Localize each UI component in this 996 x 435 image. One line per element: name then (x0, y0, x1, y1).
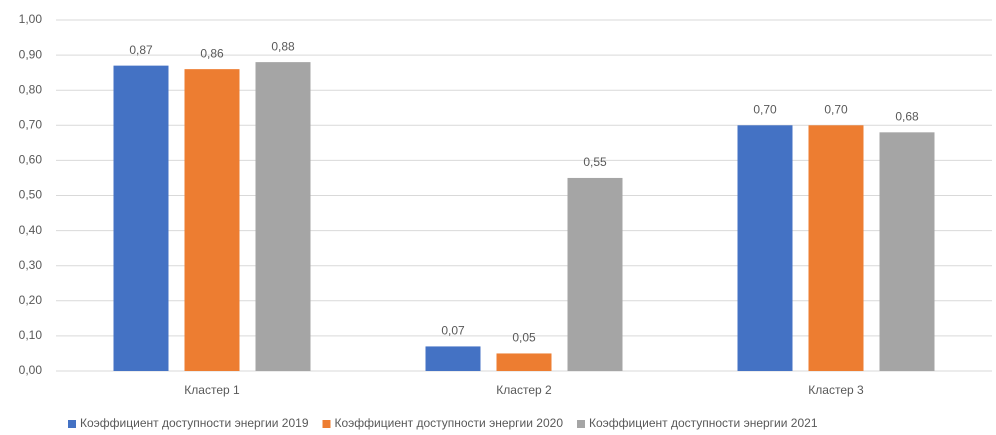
y-tick-label: 0,50 (19, 188, 43, 202)
x-tick-label: Кластер 1 (184, 383, 240, 397)
y-tick-label: 0,10 (19, 328, 43, 342)
legend-swatch (577, 420, 585, 428)
y-tick-label: 0,60 (19, 153, 43, 167)
bar (737, 125, 793, 371)
bar (496, 353, 552, 371)
y-tick-label: 0,40 (19, 223, 43, 237)
y-tick-label: 0,30 (19, 258, 43, 272)
legend-swatch (322, 420, 331, 428)
data-label: 0,55 (583, 155, 607, 169)
y-tick-label: 0,20 (19, 293, 43, 307)
bar (184, 69, 240, 371)
bar (425, 346, 481, 371)
data-label: 0,87 (129, 43, 153, 57)
data-label: 0,68 (895, 109, 919, 123)
data-label: 0,70 (824, 102, 848, 116)
legend-swatch (68, 420, 76, 428)
y-tick-label: 1,00 (19, 12, 43, 26)
data-label: 0,86 (200, 46, 224, 60)
y-tick-label: 0,00 (19, 363, 43, 377)
bar (808, 125, 864, 371)
bar (113, 65, 169, 371)
legend-label: Коэффициент доступности энергии 2020 (335, 416, 564, 430)
bar (567, 177, 623, 371)
y-tick-label: 0,70 (19, 117, 43, 131)
bar (879, 132, 935, 371)
x-tick-label: Кластер 2 (496, 383, 552, 397)
data-label: 0,05 (512, 331, 536, 345)
legend-label: Коэффициент доступности энергии 2019 (80, 416, 309, 430)
y-tick-label: 0,80 (19, 82, 43, 96)
y-tick-label: 0,90 (19, 47, 43, 61)
data-label: 0,88 (271, 39, 295, 53)
data-label: 0,70 (753, 102, 777, 116)
x-tick-label: Кластер 3 (808, 383, 864, 397)
data-label: 0,07 (441, 324, 465, 338)
legend-label: Коэффициент доступности энергии 2021 (589, 416, 818, 430)
bar (255, 62, 311, 372)
